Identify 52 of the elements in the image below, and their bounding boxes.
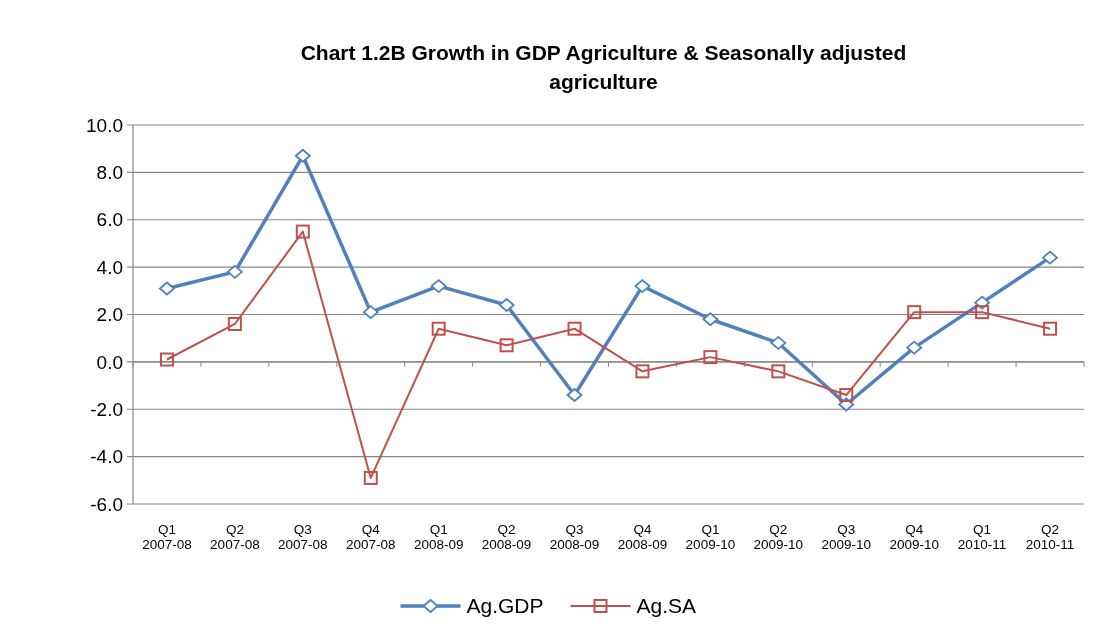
x-tick-label: Q1 2009-10	[685, 522, 736, 552]
point	[634, 279, 651, 293]
point	[635, 364, 650, 379]
point	[702, 312, 719, 327]
x-tick-label: Q1 2010-11	[957, 522, 1007, 552]
point	[703, 350, 718, 365]
point	[295, 224, 310, 239]
point	[431, 321, 446, 336]
point	[430, 279, 447, 293]
x-tick-label: Q3 2009-10	[821, 522, 872, 552]
point	[907, 305, 922, 320]
point	[567, 321, 582, 336]
y-tick-label: 6.0	[96, 209, 123, 231]
point	[226, 264, 243, 279]
point	[566, 388, 583, 402]
x-tick-label: Q4 2007-08	[345, 522, 396, 552]
y-tick-label: 2.0	[96, 304, 123, 326]
y-tick-label: -6.0	[90, 493, 123, 515]
x-tick-label: Q3 2008-09	[549, 522, 600, 552]
point	[294, 148, 311, 163]
y-tick-label: 0.0	[96, 351, 123, 373]
y-tick-label: 8.0	[96, 162, 123, 184]
point	[771, 364, 786, 379]
x-tick-label: Q3 2007-08	[278, 522, 328, 552]
x-tick-label: Q2 2007-08	[210, 522, 260, 552]
point	[227, 316, 242, 331]
y-tick-label: 10.0	[86, 114, 123, 136]
point	[362, 305, 379, 320]
point	[159, 281, 175, 296]
point	[770, 336, 787, 350]
x-tick-label: Q2 2009-10	[753, 522, 804, 552]
point	[499, 338, 514, 353]
point	[839, 388, 854, 403]
x-tick-label: Q2 2010-11	[1025, 522, 1075, 552]
point	[1043, 321, 1058, 336]
y-tick-label: -2.0	[90, 398, 123, 420]
x-tick-label: Q1 2007-08	[142, 522, 192, 552]
x-tick-label: Q1 2008-09	[413, 522, 464, 552]
x-tick-label: Q2 2008-09	[481, 522, 532, 552]
point	[159, 352, 174, 367]
point	[498, 298, 515, 312]
point	[363, 470, 378, 485]
y-tick-label: 4.0	[96, 256, 123, 278]
x-tick-label: Q4 2008-09	[617, 522, 668, 552]
x-tick-label: Q4 2009-10	[889, 522, 939, 552]
chart-title: Chart 1.2B Growth in GDP Agriculture & Seasonally adjusted agriculture	[300, 41, 907, 93]
y-tick-label: -4.0	[90, 446, 123, 468]
point	[1042, 250, 1058, 265]
legend-label: Ag.SA	[636, 594, 697, 618]
point	[906, 340, 923, 355]
legend-label: Ag.GDP	[466, 594, 544, 618]
point	[975, 305, 990, 320]
